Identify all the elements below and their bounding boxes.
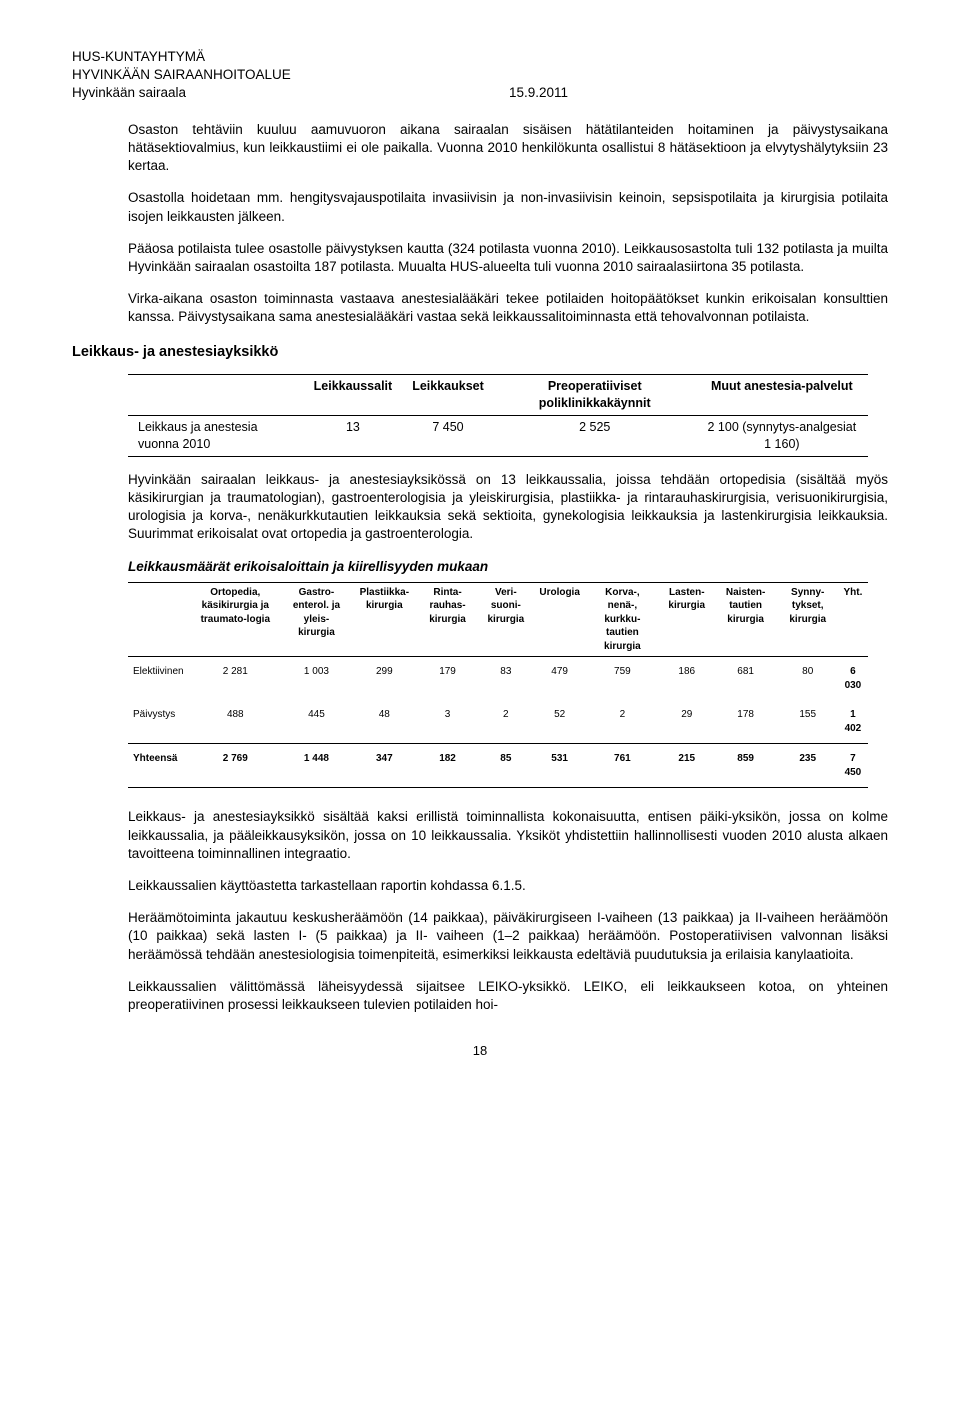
- cell-leikkaukset: 7 450: [402, 415, 494, 456]
- t2-t-c0: 2 769: [189, 744, 282, 788]
- t2-th-5: Veri-suoni-kirurgia: [477, 582, 534, 657]
- cell-preop: 2 525: [494, 415, 696, 456]
- paragraph-5: Hyvinkään sairaalan leikkaus- ja anestes…: [128, 471, 888, 544]
- hospital-name: Hyvinkään sairaala: [72, 84, 186, 102]
- t2-r0-c6: 759: [585, 657, 660, 701]
- t2-r0-c10: 6 030: [838, 657, 868, 701]
- t2-t-c3: 182: [418, 744, 478, 788]
- th-muut: Muut anestesia-palvelut: [696, 375, 868, 416]
- th-leikkaussalit: Leikkaussalit: [304, 375, 403, 416]
- t2-t-c10: 7 450: [838, 744, 868, 788]
- t2-th-10: Synny-tykset, kirurgia: [778, 582, 838, 657]
- t2-t-c4: 85: [477, 744, 534, 788]
- cell-muut: 2 100 (synnytys-analgesiat 1 160): [696, 415, 868, 456]
- paragraph-7: Leikkaussalien käyttöastetta tarkastella…: [128, 877, 888, 895]
- t2-r1-c10: 1 402: [838, 700, 868, 744]
- section-heading: Leikkaus- ja anestesiayksikkö: [72, 343, 888, 363]
- table2-title: Leikkausmäärät erikoisaloittain ja kiire…: [128, 558, 888, 576]
- t2-r0-c8: 681: [714, 657, 778, 701]
- t2-r1-c7: 29: [660, 700, 714, 744]
- t2-th-blank: [128, 582, 189, 657]
- t2-r1-c8: 178: [714, 700, 778, 744]
- t2-r1-c9: 155: [778, 700, 838, 744]
- t2-th-4: Rinta-rauhas-kirurgia: [418, 582, 478, 657]
- cell-salit: 13: [304, 415, 403, 456]
- t2-r1-c5: 52: [534, 700, 585, 744]
- t2-total-label: Yhteensä: [128, 744, 189, 788]
- t2-r1-c3: 3: [418, 700, 478, 744]
- paragraph-2: Osastolla hoidetaan mm. hengitysvajauspo…: [128, 189, 888, 225]
- t2-t-c2: 347: [351, 744, 418, 788]
- th-preop: Preoperatiiviset poliklinikkakäynnit: [494, 375, 696, 416]
- t2-row-paivystys: Päivystys 488 445 48 3 2 52 2 29 178 155…: [128, 700, 868, 744]
- th-leikkaukset: Leikkaukset: [402, 375, 494, 416]
- t2-t-c6: 761: [585, 744, 660, 788]
- t2-r1-c1: 445: [282, 700, 351, 744]
- t2-t-c5: 531: [534, 744, 585, 788]
- t2-r1-label: Päivystys: [128, 700, 189, 744]
- t2-th-11: Yht.: [838, 582, 868, 657]
- t2-r0-c4: 83: [477, 657, 534, 701]
- document-date: 15.9.2011: [509, 84, 568, 102]
- org-line-1: HUS-KUNTAYHTYMÄ: [72, 48, 888, 66]
- paragraph-9: Leikkaussalien välittömässä läheisyydess…: [128, 978, 888, 1014]
- t2-r1-c0: 488: [189, 700, 282, 744]
- t2-r0-c1: 1 003: [282, 657, 351, 701]
- summary-table: Leikkaussalit Leikkaukset Preoperatiivis…: [128, 374, 868, 457]
- t2-r1-c2: 48: [351, 700, 418, 744]
- t2-r0-c2: 299: [351, 657, 418, 701]
- t2-th-9: Naisten-tautien kirurgia: [714, 582, 778, 657]
- t2-r0-c0: 2 281: [189, 657, 282, 701]
- t2-r0-c7: 186: [660, 657, 714, 701]
- t2-th-7: Korva-, nenä-, kurkku-tautien kirurgia: [585, 582, 660, 657]
- page-number: 18: [72, 1042, 888, 1060]
- t2-t-c9: 235: [778, 744, 838, 788]
- t2-t-c8: 859: [714, 744, 778, 788]
- t2-th-2: Gastro-enterol. ja yleis-kirurgia: [282, 582, 351, 657]
- row-label: Leikkaus ja anestesia vuonna 2010: [128, 415, 304, 456]
- t2-th-1: Ortopedia, käsikirurgia ja traumato-logi…: [189, 582, 282, 657]
- t2-r0-c9: 80: [778, 657, 838, 701]
- t2-r0-label: Elektiivinen: [128, 657, 189, 701]
- t2-t-c7: 215: [660, 744, 714, 788]
- t2-row-elektiivinen: Elektiivinen 2 281 1 003 299 179 83 479 …: [128, 657, 868, 701]
- t2-th-6: Urologia: [534, 582, 585, 657]
- t2-row-total: Yhteensä 2 769 1 448 347 182 85 531 761 …: [128, 744, 868, 788]
- paragraph-4: Virka-aikana osaston toiminnasta vastaav…: [128, 290, 888, 326]
- specialty-table: Ortopedia, käsikirurgia ja traumato-logi…: [128, 582, 868, 789]
- org-line-2: HYVINKÄÄN SAIRAANHOITOALUE: [72, 66, 888, 84]
- t2-th-8: Lasten-kirurgia: [660, 582, 714, 657]
- t2-t-c1: 1 448: [282, 744, 351, 788]
- paragraph-3: Pääosa potilaista tulee osastolle päivys…: [128, 240, 888, 276]
- paragraph-8: Heräämötoiminta jakautuu keskusheräämöön…: [128, 909, 888, 964]
- t2-r0-c3: 179: [418, 657, 478, 701]
- table1-row: Leikkaus ja anestesia vuonna 2010 13 7 4…: [128, 415, 868, 456]
- page-header: HUS-KUNTAYHTYMÄ HYVINKÄÄN SAIRAANHOITOAL…: [72, 48, 888, 103]
- paragraph-6: Leikkaus- ja anestesiayksikkö sisältää k…: [128, 808, 888, 863]
- th-blank: [128, 375, 304, 416]
- t2-th-3: Plastiikka-kirurgia: [351, 582, 418, 657]
- paragraph-1: Osaston tehtäviin kuuluu aamuvuoron aika…: [128, 121, 888, 176]
- t2-r1-c4: 2: [477, 700, 534, 744]
- t2-r0-c5: 479: [534, 657, 585, 701]
- t2-r1-c6: 2: [585, 700, 660, 744]
